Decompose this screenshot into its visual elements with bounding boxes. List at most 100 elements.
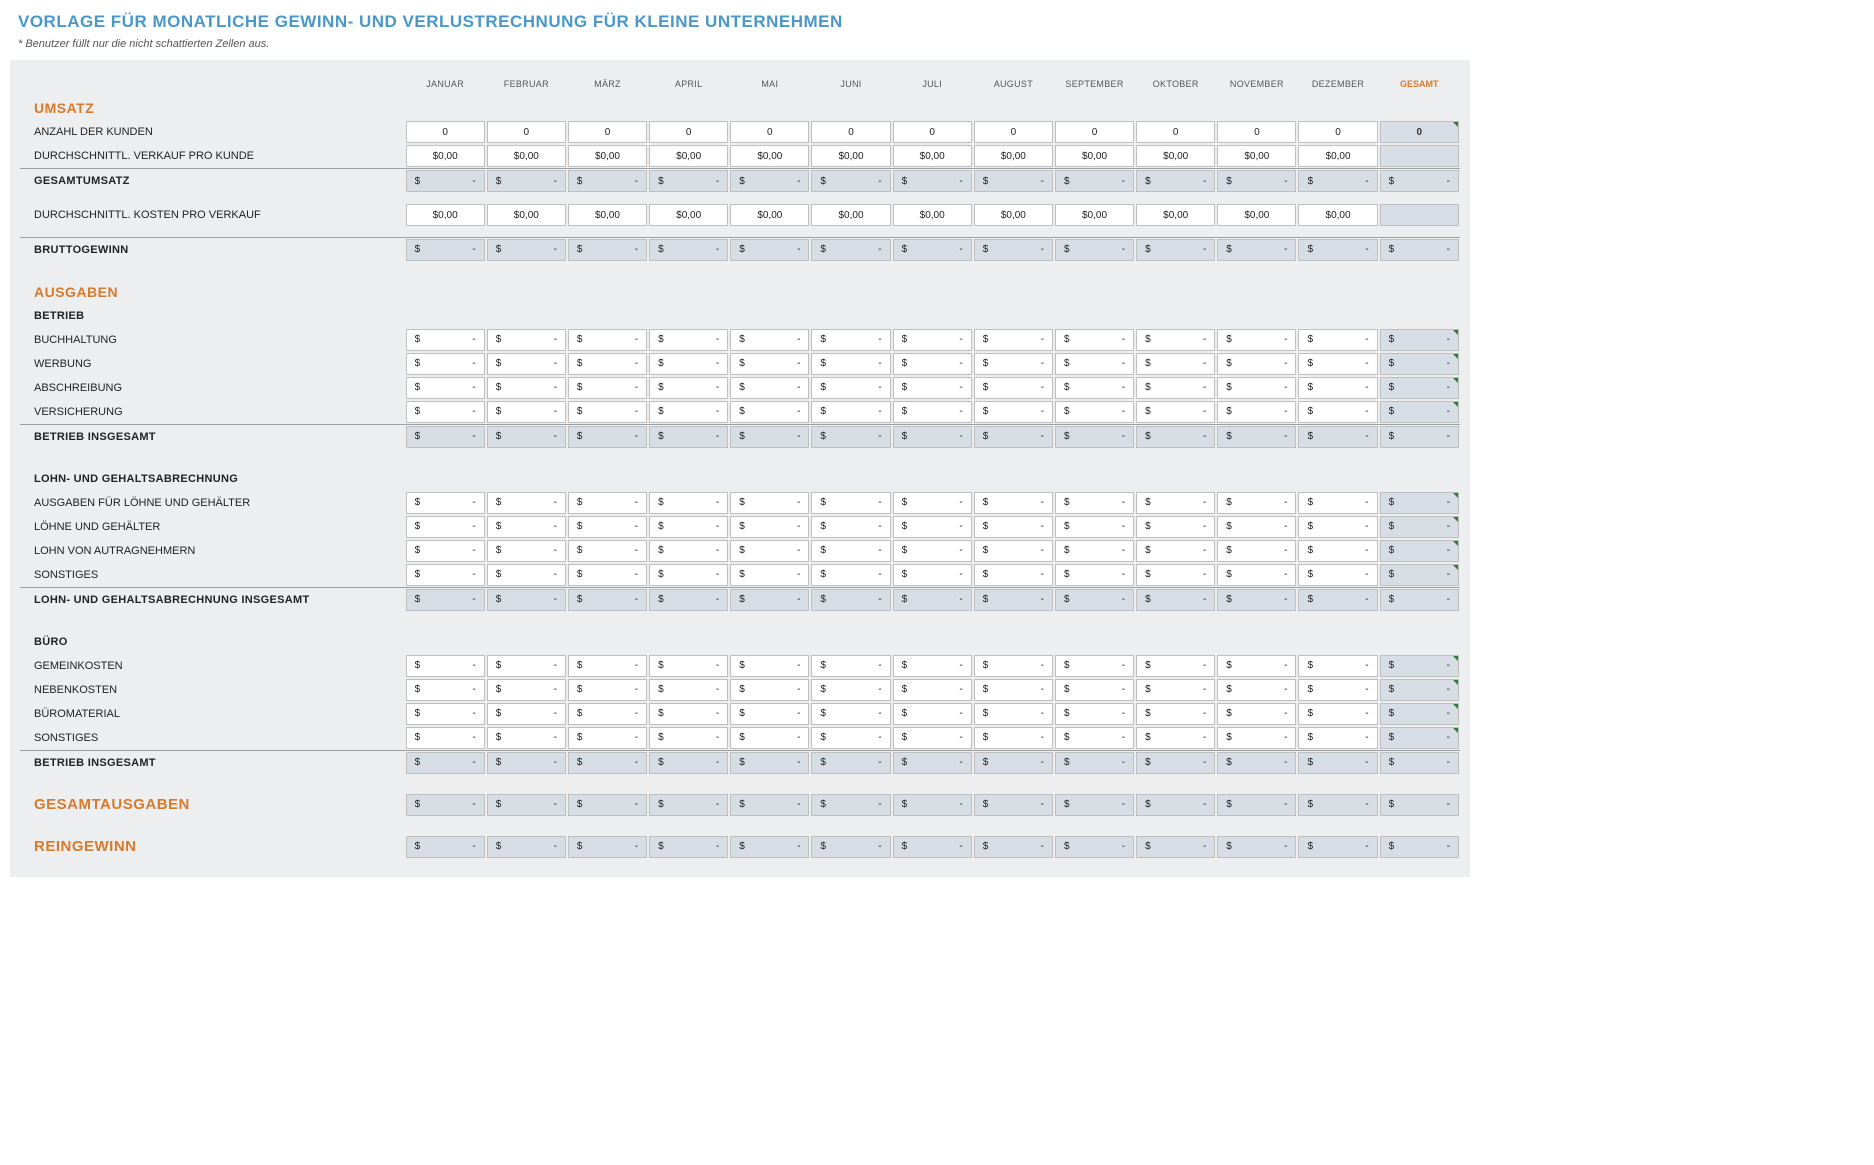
money-cell[interactable]: $- — [1298, 401, 1377, 423]
input-cell[interactable]: $0,00 — [1217, 204, 1296, 226]
money-cell[interactable]: $- — [1136, 679, 1215, 701]
money-cell[interactable]: $- — [568, 401, 647, 423]
money-cell[interactable]: $- — [1136, 353, 1215, 375]
money-cell[interactable]: $- — [406, 655, 485, 677]
money-cell[interactable]: $- — [730, 329, 809, 351]
money-cell[interactable]: $- — [1298, 540, 1377, 562]
input-cell[interactable]: $0,00 — [1298, 145, 1377, 167]
input-cell[interactable]: $0,00 — [1136, 204, 1215, 226]
money-cell[interactable]: $- — [1217, 727, 1296, 749]
money-cell[interactable]: $- — [649, 540, 728, 562]
money-cell[interactable]: $- — [974, 655, 1053, 677]
money-cell[interactable]: $- — [568, 353, 647, 375]
money-cell[interactable]: $- — [406, 703, 485, 725]
money-cell[interactable]: $- — [1380, 540, 1459, 562]
money-cell[interactable]: $- — [487, 353, 566, 375]
money-cell[interactable]: $- — [811, 516, 890, 538]
money-cell[interactable]: $- — [893, 353, 972, 375]
money-cell[interactable]: $- — [811, 703, 890, 725]
money-cell[interactable]: $- — [1380, 492, 1459, 514]
input-cell[interactable]: 0 — [1217, 121, 1296, 143]
money-cell[interactable]: $- — [893, 401, 972, 423]
money-cell[interactable]: $- — [1217, 492, 1296, 514]
money-cell[interactable]: $- — [1136, 492, 1215, 514]
input-cell[interactable]: 0 — [730, 121, 809, 143]
money-cell[interactable]: $- — [487, 540, 566, 562]
input-cell[interactable]: $0,00 — [649, 145, 728, 167]
money-cell[interactable]: $- — [1217, 516, 1296, 538]
money-cell[interactable]: $- — [649, 727, 728, 749]
money-cell[interactable]: $- — [974, 564, 1053, 586]
money-cell[interactable]: $- — [730, 377, 809, 399]
input-cell[interactable]: 0 — [487, 121, 566, 143]
money-cell[interactable]: $- — [893, 703, 972, 725]
money-cell[interactable]: $- — [974, 401, 1053, 423]
money-cell[interactable]: $- — [487, 377, 566, 399]
input-cell[interactable]: $0,00 — [974, 145, 1053, 167]
input-cell[interactable]: $0,00 — [568, 204, 647, 226]
money-cell[interactable]: $- — [1055, 540, 1134, 562]
input-cell[interactable]: $0,00 — [1136, 145, 1215, 167]
input-cell[interactable]: $0,00 — [487, 145, 566, 167]
input-cell[interactable]: $0,00 — [649, 204, 728, 226]
money-cell[interactable]: $- — [487, 492, 566, 514]
money-cell[interactable]: $- — [811, 655, 890, 677]
money-cell[interactable]: $- — [974, 377, 1053, 399]
money-cell[interactable]: $- — [1055, 703, 1134, 725]
money-cell[interactable]: $- — [730, 564, 809, 586]
money-cell[interactable]: $- — [1055, 401, 1134, 423]
money-cell[interactable]: $- — [1380, 679, 1459, 701]
money-cell[interactable]: $- — [730, 516, 809, 538]
money-cell[interactable]: $- — [893, 516, 972, 538]
money-cell[interactable]: $- — [974, 516, 1053, 538]
money-cell[interactable]: $- — [568, 564, 647, 586]
money-cell[interactable]: $- — [1380, 329, 1459, 351]
money-cell[interactable]: $- — [487, 703, 566, 725]
money-cell[interactable]: $- — [1380, 401, 1459, 423]
money-cell[interactable]: $- — [893, 564, 972, 586]
input-cell[interactable]: $0,00 — [974, 204, 1053, 226]
money-cell[interactable]: $- — [1380, 516, 1459, 538]
money-cell[interactable]: $- — [1217, 703, 1296, 725]
money-cell[interactable]: $- — [1217, 655, 1296, 677]
money-cell[interactable]: $- — [568, 329, 647, 351]
input-cell[interactable]: $0,00 — [893, 204, 972, 226]
money-cell[interactable]: $- — [1217, 564, 1296, 586]
money-cell[interactable]: $- — [406, 540, 485, 562]
money-cell[interactable]: $- — [406, 727, 485, 749]
money-cell[interactable]: $- — [487, 401, 566, 423]
input-cell[interactable]: $0,00 — [568, 145, 647, 167]
input-cell[interactable]: $0,00 — [730, 204, 809, 226]
money-cell[interactable]: $- — [893, 679, 972, 701]
money-cell[interactable]: $- — [1298, 516, 1377, 538]
money-cell[interactable]: $- — [1136, 564, 1215, 586]
money-cell[interactable]: $- — [974, 727, 1053, 749]
money-cell[interactable]: $- — [406, 329, 485, 351]
money-cell[interactable]: $- — [1380, 703, 1459, 725]
money-cell[interactable]: $- — [1380, 377, 1459, 399]
money-cell[interactable]: $- — [649, 564, 728, 586]
money-cell[interactable]: $- — [1298, 329, 1377, 351]
money-cell[interactable]: $- — [1136, 329, 1215, 351]
money-cell[interactable]: $- — [568, 679, 647, 701]
input-cell[interactable]: 0 — [893, 121, 972, 143]
money-cell[interactable]: $- — [811, 492, 890, 514]
money-cell[interactable]: $- — [1217, 353, 1296, 375]
money-cell[interactable]: $- — [730, 353, 809, 375]
money-cell[interactable]: $- — [568, 655, 647, 677]
money-cell[interactable]: $- — [649, 703, 728, 725]
input-cell[interactable]: $0,00 — [1055, 204, 1134, 226]
money-cell[interactable]: $- — [811, 377, 890, 399]
money-cell[interactable]: $- — [811, 679, 890, 701]
input-cell[interactable]: $0,00 — [1298, 204, 1377, 226]
money-cell[interactable]: $- — [1136, 703, 1215, 725]
money-cell[interactable]: $- — [1217, 329, 1296, 351]
money-cell[interactable]: $- — [730, 492, 809, 514]
money-cell[interactable]: $- — [1298, 353, 1377, 375]
money-cell[interactable]: $- — [649, 353, 728, 375]
money-cell[interactable]: $- — [568, 703, 647, 725]
input-cell[interactable]: 0 — [649, 121, 728, 143]
input-cell[interactable]: 0 — [974, 121, 1053, 143]
input-cell[interactable]: 0 — [406, 121, 485, 143]
money-cell[interactable]: $- — [1055, 564, 1134, 586]
